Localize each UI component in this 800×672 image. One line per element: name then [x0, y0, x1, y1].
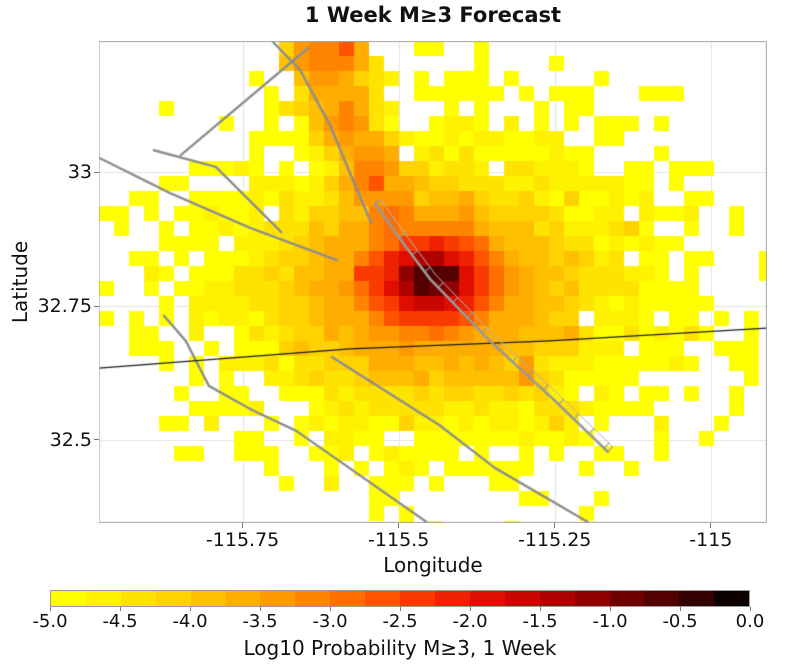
colorbar-segment [434, 591, 470, 606]
colorbar-label: Log10 Probability M≥3, 1 Week [243, 636, 557, 660]
y-tick-label: 32.75 [37, 295, 92, 318]
colorbar-tick-label: -4.5 [102, 611, 138, 632]
colorbar-tick-mark [539, 607, 541, 611]
heatmap-canvas [99, 41, 767, 523]
colorbar-tick-label: -5.0 [32, 611, 68, 632]
colorbar-tick-mark [399, 607, 401, 611]
colorbar-segment [260, 591, 296, 606]
colorbar-tick-mark [609, 607, 611, 611]
x-tick-label: -115 [689, 529, 733, 551]
colorbar-tick-label: -4.0 [172, 611, 208, 632]
colorbar-tick-label: -0.5 [662, 611, 698, 632]
colorbar-segment [51, 591, 86, 606]
x-tick-mark [710, 523, 712, 528]
colorbar-tick-label: -2.0 [452, 611, 488, 632]
colorbar-segment [155, 591, 191, 606]
colorbar-tick-label: -3.0 [312, 611, 348, 632]
colorbar-tick-label: -1.5 [522, 611, 558, 632]
colorbar-segment [504, 591, 540, 606]
colorbar-tick-mark [49, 607, 51, 611]
y-tick-label: 32.5 [49, 428, 92, 451]
x-tick-label: -115.25 [518, 529, 592, 551]
colorbar-segment [539, 591, 575, 606]
colorbar-segment [574, 591, 610, 606]
colorbar-tick-mark [119, 607, 121, 611]
colorbar-tick-label: -2.5 [382, 611, 418, 632]
colorbar-segment [714, 591, 750, 606]
x-axis-label: Longitude [383, 553, 483, 577]
x-tick-mark [242, 523, 244, 528]
colorbar-segment [85, 591, 121, 606]
x-tick-label: -115.5 [368, 529, 430, 551]
colorbar-gradient [50, 590, 750, 607]
colorbar-tick-label: -3.5 [242, 611, 278, 632]
colorbar-segment [644, 591, 680, 606]
y-tick-mark [94, 305, 99, 307]
colorbar-tick-mark [189, 607, 191, 611]
colorbar-segment [400, 591, 435, 606]
colorbar-segment [330, 591, 366, 606]
x-tick-mark [398, 523, 400, 528]
x-tick-mark [554, 523, 556, 528]
colorbar-tick-mark [749, 607, 751, 611]
colorbar-segment [469, 591, 505, 606]
colorbar-segment [120, 591, 156, 606]
y-tick-label: 33 [67, 161, 92, 184]
y-tick-mark [94, 171, 99, 173]
x-tick-label: -115.75 [205, 529, 280, 551]
colorbar-segment [295, 591, 331, 606]
colorbar-tick-mark [469, 607, 471, 611]
colorbar-tick-mark [679, 607, 681, 611]
colorbar-segment [190, 591, 226, 606]
colorbar-segment [609, 591, 645, 606]
colorbar-tick-mark [259, 607, 261, 611]
colorbar-tick-label: -1.0 [592, 611, 628, 632]
colorbar-segment [225, 591, 261, 606]
colorbar-segment [679, 591, 715, 606]
colorbar-tick-mark [329, 607, 331, 611]
plot-area [99, 41, 767, 523]
colorbar-tick-label: 0.0 [735, 611, 765, 632]
colorbar-segment [365, 591, 401, 606]
y-tick-mark [94, 439, 99, 441]
chart-title: 1 Week M≥3 Forecast [304, 3, 562, 27]
